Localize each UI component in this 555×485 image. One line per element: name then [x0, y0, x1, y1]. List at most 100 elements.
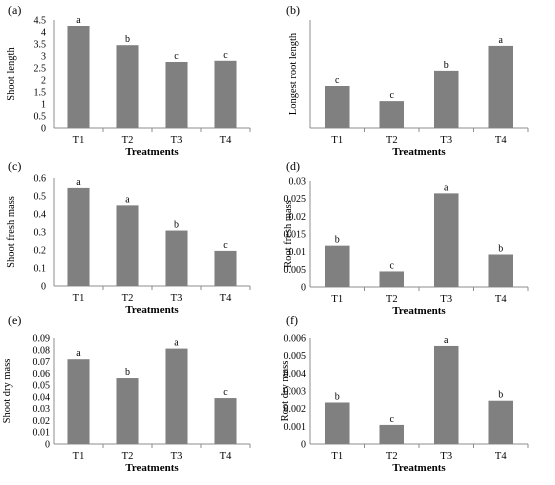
- y-tick-label: 0.4: [34, 210, 47, 221]
- significance-letter: a: [444, 335, 449, 346]
- significance-letter: c: [335, 75, 340, 86]
- y-tick-label: 0.2: [34, 246, 47, 257]
- bar: [324, 86, 350, 128]
- y-axis-label: Root fresh mass: [283, 200, 294, 268]
- x-tick-label: T2: [122, 451, 134, 462]
- x-tick-label: T2: [386, 451, 398, 462]
- significance-letter: b: [174, 220, 179, 231]
- bar: [488, 400, 514, 444]
- x-tick-label: T3: [171, 451, 183, 462]
- bar: [116, 378, 139, 444]
- bar: [214, 398, 237, 444]
- significance-letter: a: [125, 194, 130, 205]
- significance-letter: a: [76, 15, 81, 26]
- bar: [324, 402, 350, 444]
- x-tick-label: T1: [73, 451, 85, 462]
- x-axis-label: Treatments: [125, 462, 179, 474]
- x-tick-label: T3: [440, 451, 452, 462]
- significance-letter: a: [499, 35, 504, 46]
- x-tick-label: T3: [171, 135, 183, 146]
- y-tick-label: 0.06: [33, 369, 51, 380]
- y-tick-label: 0.05: [33, 381, 51, 392]
- x-tick-label: T4: [495, 294, 507, 305]
- panel-label: (a): [8, 3, 21, 17]
- x-axis-label: Treatments: [392, 146, 446, 158]
- x-axis-label: Treatments: [125, 304, 179, 316]
- y-tick-label: 1: [41, 100, 46, 111]
- y-tick-label: 1.5: [34, 88, 47, 99]
- y-tick-label: 2: [41, 76, 46, 87]
- x-axis-label: Treatments: [125, 146, 179, 158]
- y-tick-label: 0.3: [34, 228, 47, 239]
- y-tick-label: 2.5: [34, 64, 47, 75]
- bar: [433, 193, 459, 287]
- y-tick-label: 0.08: [33, 345, 51, 356]
- y-axis-label: Shoot length: [6, 47, 17, 101]
- y-tick-label: 0.004: [284, 369, 307, 380]
- y-tick-label: 0: [301, 440, 306, 451]
- y-tick-label: 0.04: [33, 392, 51, 403]
- y-tick-label: 0.005: [284, 351, 307, 362]
- x-tick-label: T3: [440, 294, 452, 305]
- bar: [67, 187, 90, 286]
- significance-letter: a: [76, 348, 81, 359]
- bar: [433, 345, 459, 444]
- y-tick-label: 0.002: [284, 404, 307, 415]
- x-tick-label: T2: [122, 135, 134, 146]
- y-tick-label: 3.5: [34, 40, 47, 51]
- significance-letter: b: [125, 34, 130, 45]
- x-tick-label: T4: [220, 135, 232, 146]
- bar: [214, 250, 237, 286]
- significance-letter: b: [498, 390, 503, 401]
- x-tick-label: T1: [73, 293, 85, 304]
- bar: [116, 45, 139, 129]
- bar: [379, 101, 405, 128]
- significance-letter: a: [76, 177, 81, 188]
- y-tick-label: 0.03: [289, 177, 307, 188]
- panel-label: (c): [8, 159, 21, 173]
- significance-letter: b: [498, 243, 503, 254]
- y-tick-label: 0.01: [33, 428, 51, 439]
- y-tick-label: 0: [41, 124, 46, 135]
- y-tick-label: 0.07: [33, 357, 51, 368]
- bar: [165, 62, 188, 128]
- x-axis-label: Treatments: [392, 305, 446, 317]
- y-axis-label: Longest root length: [288, 32, 299, 115]
- y-tick-label: 0.02: [33, 416, 51, 427]
- significance-letter: a: [174, 338, 179, 349]
- x-tick-label: T2: [122, 293, 134, 304]
- y-axis-label: Root dry mass: [280, 361, 291, 422]
- bar: [324, 245, 350, 287]
- y-tick-label: 0.001: [284, 422, 307, 433]
- x-axis-label: Treatments: [392, 462, 446, 474]
- bar: [67, 26, 90, 128]
- significance-letter: c: [223, 387, 228, 398]
- bar: [488, 254, 514, 287]
- significance-letter: c: [390, 414, 395, 425]
- x-tick-label: T1: [331, 451, 343, 462]
- bar: [488, 45, 514, 128]
- y-tick-label: 0.003: [284, 387, 307, 398]
- bar: [116, 205, 139, 286]
- significance-letter: b: [125, 367, 130, 378]
- x-tick-label: T1: [331, 294, 343, 305]
- significance-letter: b: [335, 391, 340, 402]
- x-tick-label: T2: [386, 294, 398, 305]
- y-tick-label: 3: [41, 52, 46, 63]
- significance-letter: a: [444, 182, 449, 193]
- x-tick-label: T4: [495, 451, 507, 462]
- bar: [433, 70, 459, 128]
- significance-letter: c: [223, 50, 228, 61]
- y-tick-label: 0.015: [284, 230, 307, 241]
- y-tick-label: 4: [41, 28, 46, 39]
- panel-label: (e): [8, 313, 21, 327]
- x-tick-label: T4: [495, 135, 507, 146]
- significance-letter: c: [390, 260, 395, 271]
- y-tick-label: 0.09: [33, 334, 51, 345]
- panel-label: (b): [286, 3, 300, 17]
- y-axis-label: Shoot fresh mass: [6, 196, 17, 268]
- y-tick-label: 0: [41, 282, 46, 293]
- panel-label: (d): [286, 159, 300, 173]
- bar: [214, 60, 237, 128]
- bar: [165, 348, 188, 444]
